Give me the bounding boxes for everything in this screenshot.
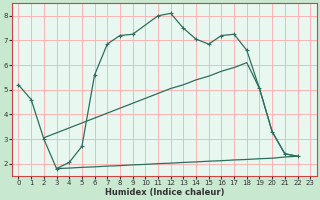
X-axis label: Humidex (Indice chaleur): Humidex (Indice chaleur) (105, 188, 224, 197)
